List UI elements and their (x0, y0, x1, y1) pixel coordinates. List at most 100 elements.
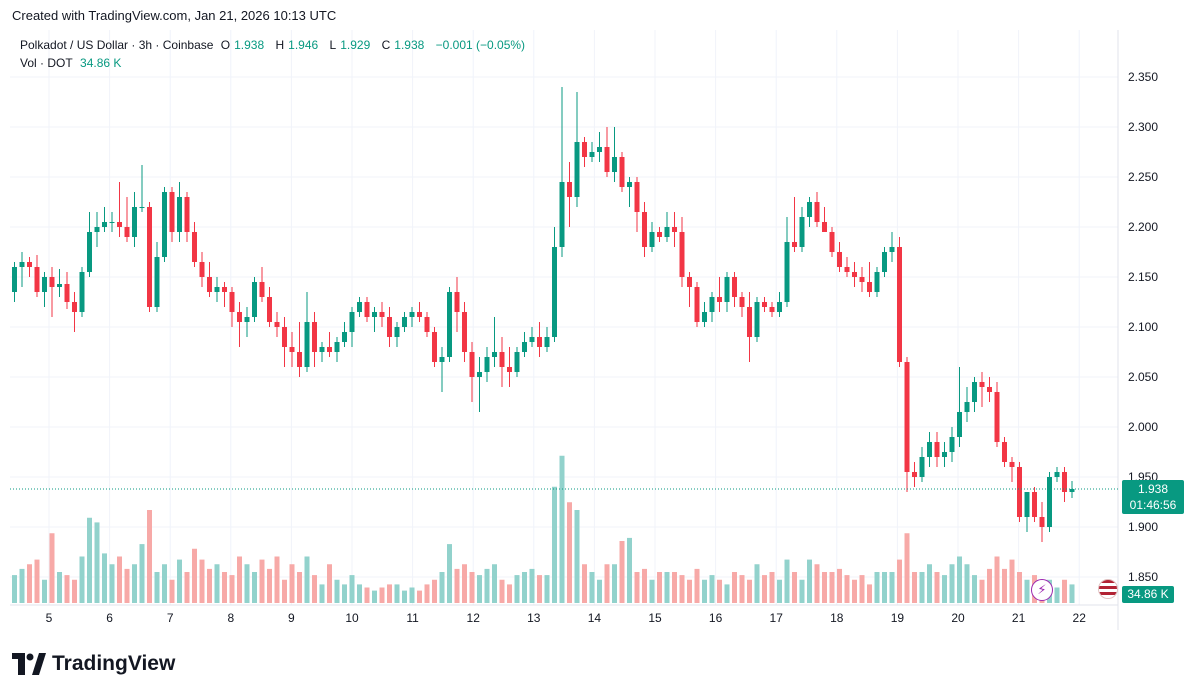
volume-bar (912, 572, 917, 603)
candle-body (657, 232, 662, 237)
volume-bar (424, 584, 430, 603)
high-value: 1.946 (288, 38, 319, 52)
volume-bar (117, 556, 122, 603)
tradingview-logo[interactable]: TradingView (12, 652, 175, 676)
candle-body (822, 222, 827, 232)
high-label: H (275, 38, 285, 52)
candle-body (154, 257, 160, 307)
volume-bar (799, 579, 805, 603)
volume-bar (477, 575, 482, 603)
volume-bar (559, 455, 565, 603)
candle-body (1032, 492, 1037, 517)
volume-bar (214, 564, 220, 603)
volume-label: Vol · DOT (20, 56, 73, 70)
price-tick-label: 1.850 (1128, 570, 1158, 584)
candle-body (927, 442, 932, 457)
candle-body (882, 252, 887, 272)
volume-bar (12, 575, 17, 603)
candle-body (229, 292, 235, 312)
volume-bar (237, 556, 242, 603)
volume-bar (874, 572, 880, 603)
candle-body (94, 227, 100, 232)
volume-bar (184, 572, 190, 603)
volume-bar (192, 548, 197, 603)
volume-bar (327, 564, 332, 603)
candle-body (1069, 489, 1075, 492)
volume-bar (27, 564, 32, 603)
volume-bar (747, 579, 752, 603)
volume-bar (1009, 559, 1015, 603)
volume-bar (229, 575, 235, 603)
candle-body (762, 302, 767, 307)
candle-body (912, 472, 917, 477)
time-tick-label: 10 (345, 611, 359, 625)
time-tick-label: 12 (467, 611, 481, 625)
volume-bar (72, 579, 77, 603)
candle-body (994, 392, 1000, 442)
volume-bar (679, 575, 685, 603)
candle-body (244, 317, 250, 322)
candle-body (447, 292, 452, 357)
tradingview-logo-icon (12, 653, 46, 675)
price-tick-label: 2.300 (1128, 120, 1158, 134)
candle-body (199, 262, 205, 277)
volume-bar (1002, 568, 1007, 603)
volume-bars (12, 455, 1075, 603)
low-value: 1.929 (340, 38, 371, 52)
volume-bar (1069, 584, 1075, 603)
candle-body (717, 297, 722, 302)
candle-body (1017, 467, 1022, 517)
volume-bar (124, 568, 130, 603)
volume-bar (222, 572, 227, 603)
candle-body (177, 197, 182, 232)
candle-body (499, 352, 505, 367)
volume-legend: Vol · DOT 34.86 K (20, 56, 125, 70)
volume-bar (162, 564, 167, 603)
us-flag-icon[interactable] (1098, 579, 1118, 599)
volume-bar (964, 564, 970, 603)
candle-body (49, 277, 55, 287)
candle-body (852, 272, 857, 277)
time-tick-label: 9 (288, 611, 295, 625)
candle-body (484, 357, 490, 372)
candle-body (897, 247, 902, 362)
candle-body (537, 337, 542, 347)
candle-body (874, 272, 880, 292)
candle-body (987, 387, 992, 392)
candle-body (402, 317, 407, 327)
volume-bar (177, 559, 182, 603)
volume-bar (807, 559, 812, 603)
candle-body (769, 307, 775, 312)
price-tick-label: 2.150 (1128, 270, 1158, 284)
volume-bar (627, 537, 632, 603)
volume-bar (927, 564, 932, 603)
volume-bar (154, 572, 160, 603)
candle-body (957, 412, 962, 437)
candle-body (754, 302, 760, 337)
candle-body (409, 312, 415, 317)
candle-body (1054, 472, 1060, 477)
candle-body (1024, 492, 1030, 517)
volume-bar (657, 572, 662, 603)
lightning-icon[interactable]: ⚡ (1031, 579, 1053, 601)
candle-body (507, 367, 512, 372)
candle-body (792, 242, 797, 247)
candle-body (162, 192, 167, 257)
candle-body (672, 227, 677, 232)
volume-bar (199, 559, 205, 603)
time-tick-label: 20 (951, 611, 965, 625)
candle-body (357, 302, 362, 312)
time-tick-label: 5 (46, 611, 53, 625)
bar-countdown: 01:46:56 (1129, 498, 1177, 512)
time-tick-label: 15 (648, 611, 662, 625)
volume-bar (859, 575, 865, 603)
candle-body (64, 284, 70, 302)
volume-bar (1024, 579, 1030, 603)
volume-bar (109, 564, 115, 603)
candle-body (19, 262, 25, 267)
candle-body (147, 207, 152, 307)
volume-badge: 34.86 K (1122, 586, 1174, 603)
candle-body (867, 282, 872, 292)
volume-bar (394, 584, 400, 603)
